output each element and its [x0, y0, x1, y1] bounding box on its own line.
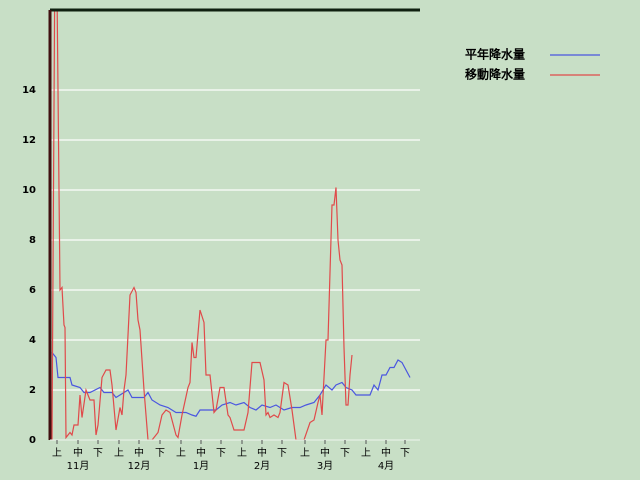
y-tick-label: 0 [29, 435, 36, 446]
y-tick-label: 4 [29, 335, 36, 346]
x-tick-label: 上 [176, 447, 186, 459]
series-line [51, 10, 353, 440]
x-tick-label: 下 [155, 448, 165, 459]
month-label: 1月 [193, 460, 209, 472]
legend-label: 平年降水量 [465, 47, 525, 62]
x-tick-label: 下 [340, 448, 350, 459]
x-tick-label: 下 [216, 448, 226, 459]
x-tick-label: 中 [257, 446, 267, 459]
x-tick-label: 中 [134, 446, 144, 459]
x-tick-label: 下 [277, 448, 287, 459]
y-tick-label: 14 [22, 85, 36, 96]
month-label: 3月 [317, 460, 333, 472]
x-tick-label: 上 [237, 447, 247, 459]
x-tick-label: 下 [93, 448, 103, 459]
plot-lines [51, 10, 411, 440]
y-tick-label: 8 [29, 235, 36, 246]
month-label: 2月 [254, 460, 270, 472]
x-tick-label: 中 [73, 446, 83, 459]
y-tick-label: 6 [29, 285, 36, 296]
y-tick-label: 12 [22, 135, 36, 146]
x-tick-label: 上 [300, 447, 310, 459]
grid [50, 89, 420, 391]
y-tick-label: 10 [22, 185, 36, 196]
legend-label: 移動降水量 [465, 67, 525, 82]
x-tick-label: 上 [114, 447, 124, 459]
series-line [51, 352, 411, 417]
month-label: 4月 [378, 460, 394, 472]
ticks: 02468101214上中下上中下上中下上中下上中下上中下11月 12月 1月 2月 3… [22, 85, 410, 472]
x-tick-label: 中 [381, 446, 391, 459]
month-label: 11月 [67, 460, 90, 472]
month-label: 12月 [128, 460, 151, 472]
x-tick-label: 上 [361, 447, 371, 459]
x-tick-label: 中 [196, 446, 206, 459]
x-tick-label: 上 [52, 447, 62, 459]
x-tick-label: 下 [400, 448, 410, 459]
y-tick-label: 2 [29, 385, 36, 396]
x-tick-label: 中 [320, 446, 330, 459]
